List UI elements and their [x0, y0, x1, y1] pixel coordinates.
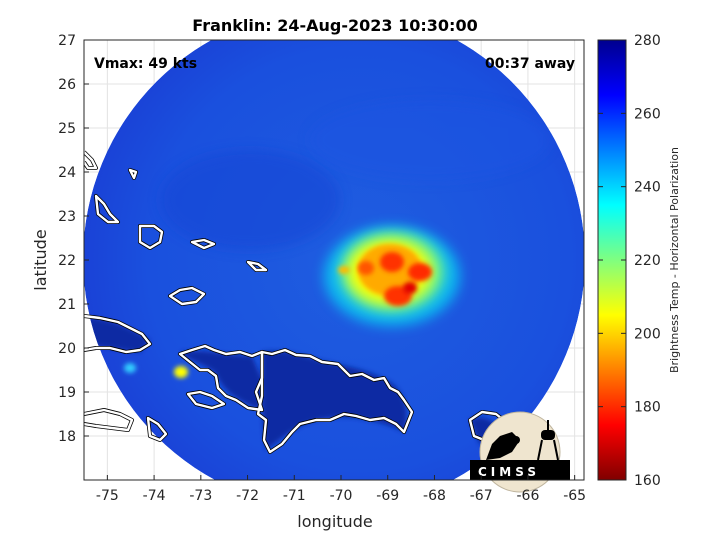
colorbar-tick-labels: 280 260 240 220 200 180 160 [598, 33, 661, 489]
colorbar-tick-label: 240 [634, 180, 661, 196]
x-tick-label: -74 [143, 488, 166, 504]
y-tick-label: 24 [58, 165, 76, 181]
chart-title: Franklin: 24-Aug-2023 10:30:00 [192, 16, 477, 35]
y-tick-label: 26 [58, 77, 76, 93]
x-tick-label: -68 [423, 488, 446, 504]
y-tick-label: 25 [58, 121, 76, 137]
colorbar: 280 260 240 220 200 180 160 Brightness Temp - … [597, 33, 681, 489]
x-tick-label: -65 [563, 488, 586, 504]
logo-text: CIMSS [478, 465, 540, 479]
x-tick-label: -75 [96, 488, 119, 504]
colorbar-tick-label: 260 [634, 106, 661, 122]
colorbar-tick-label: 200 [634, 326, 661, 342]
warm-spot [174, 366, 188, 378]
storm-convection [324, 226, 460, 326]
x-tick-label: -73 [189, 488, 212, 504]
colorbar-tick-label: 180 [634, 400, 661, 416]
time-away-label: 00:37 away [485, 56, 575, 72]
brightness-swath [84, 40, 584, 480]
y-tick-label: 23 [58, 209, 76, 225]
warm-spot [124, 363, 136, 373]
colorbar-tick-label: 280 [634, 33, 661, 49]
x-tick-label: -66 [516, 488, 539, 504]
x-tick-label: -71 [283, 488, 306, 504]
vmax-label: Vmax: 49 kts [94, 56, 197, 72]
x-tick-label: -72 [236, 488, 259, 504]
radar-dish-icon [486, 432, 520, 460]
y-tick-label: 27 [58, 33, 76, 49]
x-tick-labels: -75 -74 -73 -72 -71 -70 -69 -68 -67 -66 -65 [96, 488, 586, 504]
x-axis-label: longitude [297, 512, 372, 531]
coastlines [84, 150, 508, 454]
y-tick-label: 18 [58, 429, 76, 445]
y-tick-label: 21 [58, 297, 76, 313]
x-tick-label: -70 [330, 488, 353, 504]
y-tick-label: 19 [58, 385, 76, 401]
plot-area: CIMSS -75 -74 -73 -72 -71 -70 -69 -68 -67 -66 -65 … [58, 33, 586, 504]
x-tick-label: -67 [470, 488, 493, 504]
colorbar-label: Brightness Temp - Horizontal Polarizatio… [668, 147, 681, 373]
water-tower-icon [541, 430, 555, 440]
x-tick-label: -69 [376, 488, 399, 504]
y-tick-labels: 18 19 20 21 22 23 24 25 26 27 [58, 33, 76, 445]
y-tick-label: 22 [58, 253, 76, 269]
colorbar-tick-label: 160 [634, 473, 661, 489]
cimss-logo: CIMSS [470, 411, 570, 493]
y-axis-label: latitude [31, 229, 50, 290]
y-tick-label: 20 [58, 341, 76, 357]
colorbar-tick-label: 220 [634, 253, 661, 269]
